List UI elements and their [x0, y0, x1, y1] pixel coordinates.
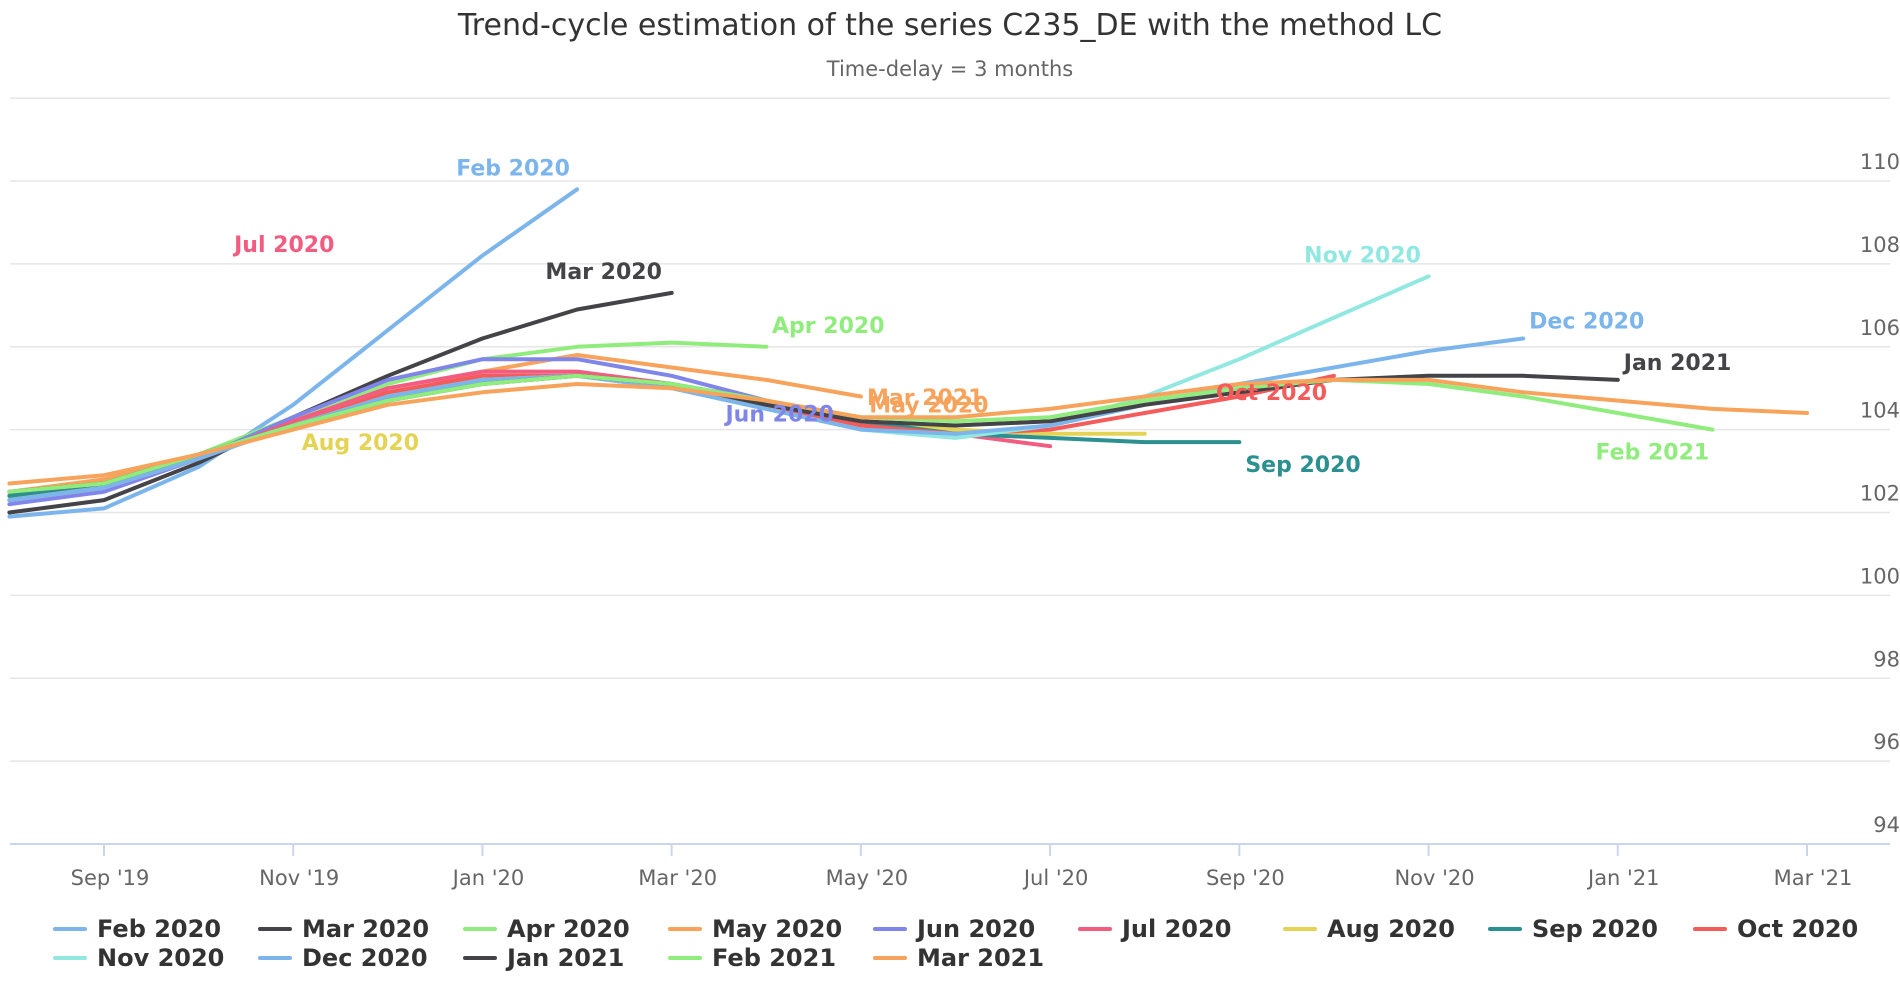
x-tick-label: Mar '21: [1774, 866, 1853, 890]
legend-label: Mar 2020: [302, 915, 429, 943]
legend-item[interactable]: Sep 2020: [1488, 915, 1658, 943]
x-tick-label: Nov '20: [1394, 866, 1474, 890]
series-end-labels: Feb 2020 Mar 2020 Apr 2020 May 2020 Jun 2020…: [232, 156, 1731, 478]
y-tick-label: 96: [1873, 730, 1900, 754]
legend-item[interactable]: May 2020: [668, 915, 842, 943]
legend-label: Jun 2020: [915, 915, 1035, 943]
legend-item[interactable]: Dec 2020: [258, 944, 428, 972]
legend-item[interactable]: Jan 2021: [463, 944, 624, 972]
series-line-feb-2021[interactable]: [7, 373, 1715, 494]
grid-lines: [10, 97, 1890, 845]
legend-item[interactable]: Mar 2021: [873, 944, 1044, 972]
x-tick-label: Jan '20: [451, 866, 525, 890]
legend-label: Dec 2020: [302, 944, 428, 972]
y-tick-label: 102: [1860, 482, 1900, 506]
chart-subtitle: Time-delay = 3 months: [826, 57, 1073, 81]
legend-label: Jul 2020: [1120, 915, 1231, 943]
y-tick-label: 98: [1873, 647, 1900, 671]
series-end-label: Mar 2020: [545, 260, 661, 285]
y-tick-label: 110: [1860, 150, 1900, 174]
legend-label: Jan 2021: [505, 944, 624, 972]
series-line-sep-2020[interactable]: [7, 373, 1242, 498]
legend-label: Apr 2020: [507, 915, 630, 943]
legend-label: Aug 2020: [1327, 915, 1455, 943]
x-tick-label: Mar '20: [638, 866, 717, 890]
series-line-mar-2021[interactable]: [7, 377, 1809, 486]
series-end-label: Jun 2020: [724, 403, 834, 428]
legend-item[interactable]: Mar 2020: [258, 915, 429, 943]
x-tick-label: Jan '21: [1586, 866, 1660, 890]
legend-label: Oct 2020: [1737, 915, 1858, 943]
y-axis-ticks: 94 96 98 100 102 104 106 108 110: [1860, 150, 1900, 837]
y-tick-label: 104: [1860, 399, 1900, 423]
series-lines: [7, 187, 1809, 519]
legend-item[interactable]: Jul 2020: [1078, 915, 1231, 943]
y-tick-label: 106: [1860, 316, 1900, 340]
series-end-label: Feb 2021: [1596, 441, 1710, 466]
series-end-label: Jul 2020: [232, 233, 334, 258]
legend-label: Feb 2021: [712, 944, 836, 972]
series-end-label: Jan 2021: [1622, 351, 1732, 376]
series-end-label: Mar 2021: [867, 386, 983, 411]
legend-item[interactable]: Apr 2020: [463, 915, 630, 943]
series-line-oct-2020[interactable]: [7, 373, 1336, 503]
legend-item[interactable]: Feb 2020: [53, 915, 221, 943]
series-end-label: Nov 2020: [1304, 243, 1421, 268]
x-tick-label: Nov '19: [259, 866, 339, 890]
series-end-label: Feb 2020: [456, 156, 570, 181]
series-end-label: Sep 2020: [1245, 453, 1360, 478]
legend: Feb 2020 Mar 2020 Apr 2020 May 2020 Jun 2020…: [53, 915, 1858, 972]
x-tick-label: Jul '20: [1022, 866, 1089, 890]
series-line-feb-2020[interactable]: [7, 187, 580, 519]
legend-label: Sep 2020: [1532, 915, 1658, 943]
legend-item[interactable]: Aug 2020: [1283, 915, 1455, 943]
legend-item[interactable]: Oct 2020: [1693, 915, 1858, 943]
y-tick-label: 108: [1860, 233, 1900, 257]
legend-item[interactable]: Nov 2020: [53, 944, 224, 972]
series-end-label: Oct 2020: [1216, 381, 1327, 406]
legend-item[interactable]: Feb 2021: [668, 944, 836, 972]
legend-label: Nov 2020: [97, 944, 224, 972]
x-axis: Sep '19 Nov '19 Jan '20 Mar '20 May '20 Jul '…: [10, 843, 1890, 890]
y-tick-label: 94: [1873, 813, 1900, 837]
series-end-label: Apr 2020: [772, 314, 885, 339]
x-tick-label: Sep '19: [71, 866, 150, 890]
legend-label: May 2020: [712, 915, 842, 943]
series-end-label: May 2020: [869, 393, 988, 418]
legend-item[interactable]: Jun 2020: [873, 915, 1035, 943]
series-end-label: Dec 2020: [1529, 309, 1644, 334]
legend-label: Mar 2021: [917, 944, 1044, 972]
series-end-label: Aug 2020: [302, 431, 419, 456]
legend-label: Feb 2020: [97, 915, 221, 943]
x-tick-label: May '20: [826, 866, 909, 890]
x-tick-label: Sep '20: [1206, 866, 1285, 890]
y-tick-label: 100: [1860, 564, 1900, 588]
chart-title: Trend-cycle estimation of the series C23…: [457, 8, 1442, 43]
